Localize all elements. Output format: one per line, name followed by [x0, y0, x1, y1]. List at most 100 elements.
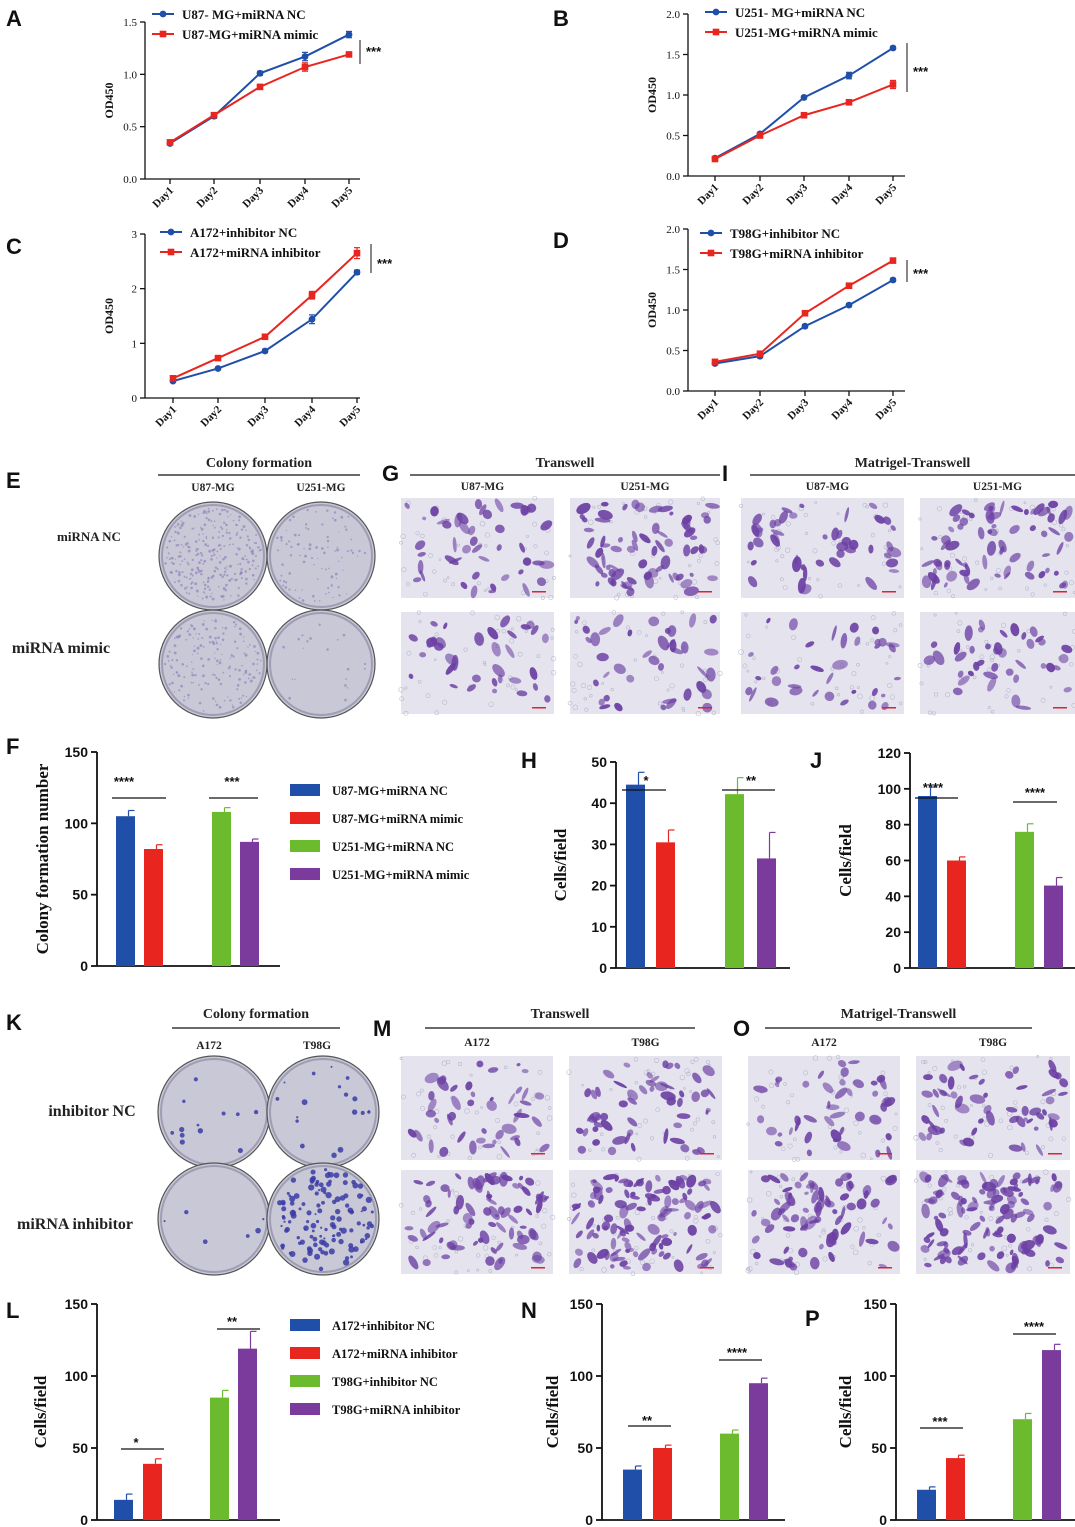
- membrane-pore: [601, 1267, 607, 1273]
- membrane-pore: [953, 1134, 958, 1139]
- membrane-pore: [989, 654, 995, 660]
- colony: [343, 1193, 349, 1199]
- y-tick-label: 0: [80, 1512, 88, 1527]
- stained-cell: [479, 1230, 490, 1245]
- membrane-pore: [717, 670, 723, 676]
- colony: [170, 556, 174, 560]
- membrane-pore: [693, 1218, 699, 1224]
- stained-cell: [596, 652, 609, 662]
- colony: [340, 1227, 347, 1234]
- scale-bar: [878, 1267, 892, 1269]
- membrane-pore: [410, 1210, 415, 1215]
- colony: [207, 658, 211, 661]
- colony: [214, 626, 217, 630]
- stained-cell: [500, 615, 511, 628]
- column-label: A172: [196, 1040, 222, 1052]
- membrane-pore: [496, 1153, 503, 1160]
- micrograph: [566, 1056, 722, 1162]
- stained-cell: [701, 1259, 709, 1268]
- membrane-pore: [609, 1088, 613, 1092]
- membrane-pore: [738, 649, 744, 655]
- stained-cell: [525, 1177, 535, 1186]
- colony: [310, 557, 314, 560]
- colony: [202, 511, 206, 515]
- membrane-pore: [853, 1120, 859, 1126]
- colony: [230, 654, 234, 657]
- stained-cell: [512, 1242, 528, 1250]
- stained-cell: [1020, 1198, 1030, 1206]
- stained-cell: [1035, 635, 1044, 643]
- membrane-pore: [579, 1266, 584, 1272]
- membrane-pore: [400, 533, 406, 540]
- x-tick-label: Day1: [150, 185, 176, 211]
- membrane-pore: [542, 1208, 548, 1214]
- colony: [317, 1208, 323, 1214]
- stained-cell: [655, 539, 665, 553]
- stained-cell: [1008, 1144, 1023, 1152]
- colony: [207, 577, 210, 580]
- stained-cell: [586, 556, 600, 569]
- colony: [177, 635, 181, 639]
- stained-cell: [834, 1087, 848, 1099]
- stained-cell: [488, 1206, 500, 1220]
- colony: [344, 698, 347, 702]
- colony: [199, 644, 203, 647]
- stained-cell: [531, 1116, 542, 1127]
- colony: [181, 571, 184, 574]
- stained-cell: [1029, 626, 1038, 637]
- colony: [189, 577, 192, 580]
- membrane-pore: [533, 544, 538, 549]
- colony: [251, 564, 254, 567]
- colony: [366, 1226, 370, 1230]
- membrane-pore: [497, 1140, 501, 1145]
- stained-cell: [487, 1067, 499, 1073]
- stained-cell: [856, 1198, 867, 1210]
- colony: [178, 689, 181, 692]
- colony: [280, 539, 283, 542]
- stained-cell: [960, 1179, 970, 1189]
- colony: [298, 1207, 302, 1211]
- colony: [351, 551, 355, 555]
- stained-cell: [661, 1237, 673, 1247]
- colony: [293, 533, 297, 537]
- colony: [236, 531, 239, 535]
- colony: [164, 562, 167, 565]
- colony: [259, 548, 262, 552]
- membrane-pore: [661, 611, 666, 616]
- stained-cell: [450, 1084, 458, 1092]
- colony: [177, 543, 180, 547]
- stained-cell: [428, 1139, 434, 1154]
- stained-cell: [413, 1180, 424, 1185]
- colony: [333, 511, 337, 514]
- membrane-pore: [491, 1235, 496, 1240]
- stained-cell: [948, 526, 955, 533]
- stained-cell: [585, 636, 592, 644]
- colony: [313, 600, 316, 602]
- y-tick-label: 50: [591, 754, 607, 770]
- colony: [299, 1239, 305, 1245]
- colony: [166, 654, 170, 658]
- stained-cell: [987, 529, 993, 535]
- stained-cell: [979, 1171, 987, 1185]
- membrane-pore: [765, 1190, 772, 1197]
- membrane-pore: [768, 1069, 774, 1075]
- colony: [336, 1216, 342, 1222]
- stained-cell: [831, 625, 837, 641]
- colony: [214, 657, 216, 660]
- series-line: [714, 279, 894, 365]
- colony: [240, 577, 243, 580]
- colony: [191, 558, 194, 562]
- membrane-pore: [515, 1253, 519, 1257]
- stained-cell: [957, 675, 970, 686]
- y-tick-label: 1.0: [666, 90, 680, 102]
- colony: [217, 636, 220, 640]
- stained-cell: [408, 673, 414, 679]
- stained-cell: [455, 1173, 462, 1180]
- colony: [243, 640, 245, 643]
- colony: [203, 587, 207, 590]
- stained-cell: [475, 1137, 486, 1144]
- membrane-pore: [965, 645, 970, 649]
- membrane-pore: [483, 589, 487, 592]
- membrane-pore: [947, 1213, 951, 1217]
- stained-cell: [616, 1225, 630, 1235]
